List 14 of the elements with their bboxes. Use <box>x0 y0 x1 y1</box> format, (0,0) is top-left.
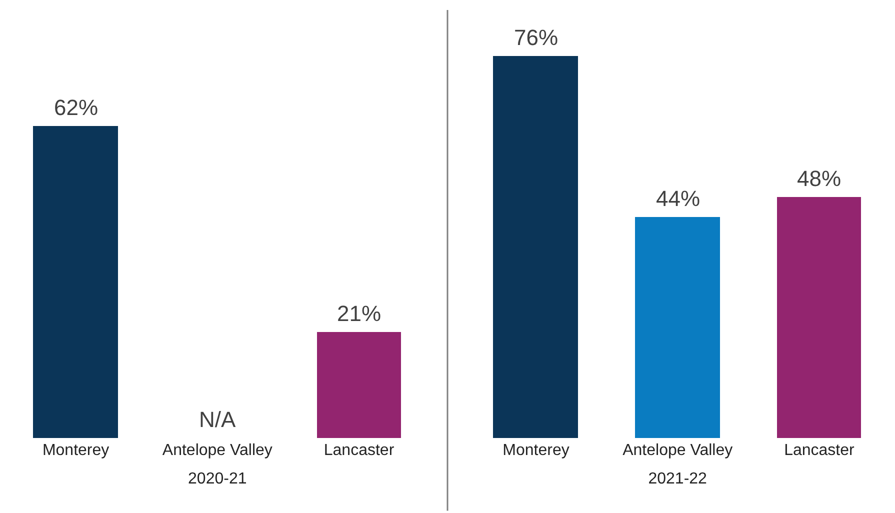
data-label: 44% <box>656 186 700 211</box>
x-axis-title: 2021-22 <box>648 470 708 488</box>
x-tick-label: Monterey <box>42 442 110 459</box>
x-tick-label: Antelope Valley <box>162 442 272 459</box>
x-tick-label: Lancaster <box>324 442 395 459</box>
x-tick-label: Lancaster <box>784 442 856 459</box>
data-label: 76% <box>514 25 558 50</box>
data-label: 21% <box>337 301 382 326</box>
x-tick-label: Monterey <box>502 442 570 459</box>
data-label: 48% <box>797 166 842 191</box>
x-tick-label: Antelope Valley <box>622 442 733 459</box>
x-axis-title: 2020-21 <box>188 470 247 488</box>
text: N/A <box>199 407 236 432</box>
data-label: 62% <box>54 95 98 120</box>
